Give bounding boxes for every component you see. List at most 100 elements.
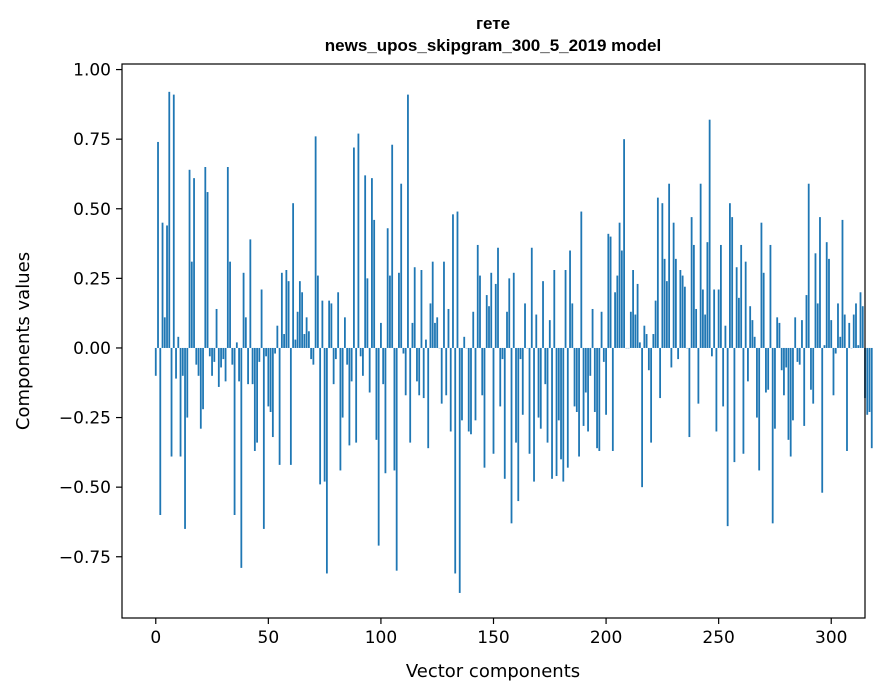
bar — [454, 347, 457, 574]
bar — [749, 306, 752, 348]
bar — [670, 347, 673, 368]
bar — [280, 272, 283, 348]
bar — [285, 270, 288, 348]
bar — [542, 281, 544, 348]
bar — [159, 347, 162, 515]
bar — [512, 272, 515, 348]
bar — [868, 347, 871, 412]
x-tick-label: 150 — [477, 628, 509, 648]
bar — [674, 258, 677, 348]
bar — [616, 275, 619, 348]
bar — [801, 320, 803, 348]
bar — [177, 336, 180, 348]
x-tick-label: 300 — [815, 628, 847, 648]
bar — [400, 183, 403, 348]
bar — [161, 222, 164, 348]
bar — [269, 347, 272, 412]
bar — [375, 347, 378, 440]
bar — [497, 247, 499, 348]
bar — [870, 347, 873, 449]
y-tick-label: −0.75 — [59, 548, 111, 568]
bar — [341, 347, 344, 418]
bar — [157, 141, 159, 348]
y-tick-label: 0.00 — [73, 339, 111, 359]
bar — [501, 347, 504, 360]
bar — [661, 203, 664, 348]
bar — [240, 347, 243, 568]
bar — [828, 258, 830, 348]
bar — [386, 228, 389, 348]
bar — [839, 336, 842, 348]
chart-title-line1: гете — [476, 14, 510, 33]
bar — [859, 292, 862, 348]
bar — [819, 217, 821, 348]
bar — [767, 347, 770, 390]
bar — [429, 303, 432, 348]
bar — [503, 347, 506, 479]
bar — [575, 347, 578, 412]
bar — [834, 347, 837, 354]
bar — [483, 347, 486, 468]
bar — [296, 311, 299, 348]
bar — [425, 339, 427, 348]
bar — [332, 347, 335, 385]
bar — [238, 347, 240, 382]
bar — [654, 300, 657, 348]
bar — [805, 295, 808, 348]
bar — [413, 267, 416, 348]
bar — [310, 347, 313, 360]
y-axis-label: Components values — [13, 252, 34, 430]
bar — [307, 331, 310, 348]
bar — [679, 270, 682, 348]
bar — [510, 347, 513, 524]
y-tick-label: 0.75 — [73, 130, 111, 150]
bar — [780, 347, 783, 371]
bar — [204, 167, 207, 348]
bar — [704, 314, 707, 348]
bar — [744, 261, 747, 348]
bar — [402, 347, 405, 354]
bar — [647, 347, 650, 371]
bar — [524, 303, 526, 348]
bar — [292, 203, 295, 348]
bar — [843, 314, 846, 348]
bar — [769, 244, 772, 348]
bar — [344, 317, 346, 348]
bar — [274, 347, 276, 354]
bar — [846, 347, 848, 451]
bar — [555, 347, 558, 477]
bar — [420, 270, 423, 348]
bar — [499, 347, 502, 407]
bar — [560, 347, 562, 460]
bar — [715, 347, 718, 432]
bar — [215, 308, 218, 348]
bar — [202, 347, 204, 410]
bar — [377, 347, 380, 546]
bar — [357, 133, 360, 348]
bar — [571, 303, 574, 348]
bar — [632, 270, 634, 348]
bar — [539, 347, 542, 429]
bar — [614, 292, 616, 348]
bar — [753, 336, 756, 348]
bar — [166, 225, 168, 348]
bar — [229, 261, 231, 348]
bar — [814, 253, 817, 348]
bar — [197, 347, 200, 376]
bar — [758, 347, 761, 471]
bar — [643, 325, 646, 348]
bar — [301, 292, 304, 348]
bar — [188, 169, 191, 348]
y-tick-label: −0.50 — [59, 478, 111, 498]
bar — [798, 347, 801, 365]
bar — [494, 283, 497, 348]
bar — [789, 347, 792, 457]
bar — [213, 347, 216, 362]
bar — [598, 347, 601, 451]
bar — [792, 347, 794, 421]
bar — [729, 203, 731, 348]
bar — [618, 222, 621, 348]
bar — [373, 219, 376, 348]
bar — [564, 270, 567, 348]
bar — [186, 347, 189, 418]
